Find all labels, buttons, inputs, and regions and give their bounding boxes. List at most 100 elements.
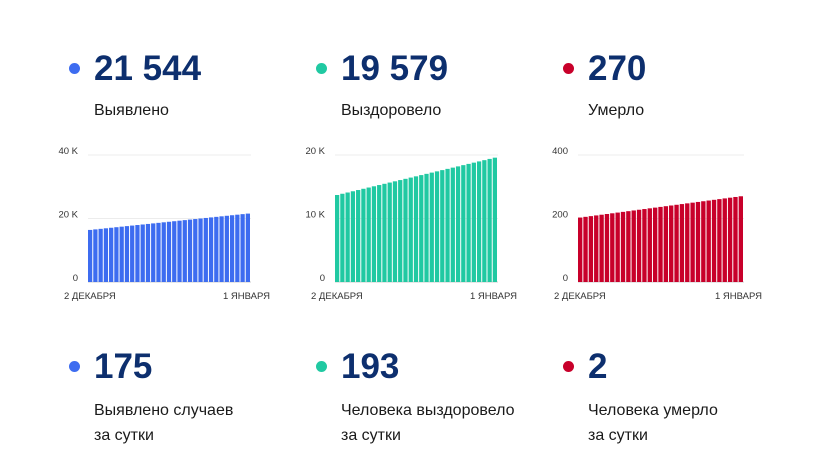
bar	[377, 185, 382, 282]
bar	[722, 198, 727, 282]
bar	[182, 220, 187, 282]
deaths-daily-label-line1: Человека умерло	[588, 402, 718, 419]
x-tick-label: 1 ЯНВАРЯ	[223, 291, 270, 302]
bar	[669, 205, 674, 282]
bar	[461, 165, 466, 282]
bar	[583, 216, 588, 282]
x-tick-label: 2 ДЕКАБРЯ	[311, 291, 363, 302]
bar	[471, 162, 476, 282]
bar	[114, 227, 119, 282]
y-tick-label: 0	[320, 273, 325, 284]
deaths-total-label: Умерло	[588, 102, 645, 119]
bar	[610, 213, 615, 282]
bar	[387, 182, 392, 282]
bar	[229, 215, 235, 282]
bar	[615, 212, 620, 282]
bar	[135, 225, 140, 282]
x-tick-label: 2 ДЕКАБРЯ	[554, 291, 606, 302]
bar	[130, 225, 135, 282]
bar	[717, 199, 722, 282]
bar	[235, 214, 240, 282]
y-tick-label: 20 K	[305, 146, 325, 157]
bar	[727, 197, 733, 282]
bar	[588, 216, 594, 282]
bar	[177, 220, 182, 282]
recovered-daily-value: 193	[341, 347, 400, 386]
bar	[335, 195, 340, 282]
blue-bullet-icon	[69, 63, 80, 74]
bar	[151, 223, 156, 282]
bar	[711, 199, 717, 282]
bar	[193, 219, 198, 282]
bar	[398, 180, 403, 282]
bar	[663, 206, 669, 282]
bar	[604, 214, 610, 282]
bar	[419, 175, 424, 282]
confirmed-daily-value: 175	[94, 347, 153, 386]
bar	[350, 191, 356, 282]
bar	[340, 193, 345, 282]
bar	[140, 224, 145, 282]
bar	[224, 215, 229, 282]
bar	[466, 163, 471, 282]
bar	[482, 160, 487, 282]
bar	[240, 214, 245, 282]
y-tick-label: 0	[73, 273, 78, 284]
bar	[434, 171, 440, 282]
bar	[98, 228, 103, 282]
bar	[219, 216, 224, 282]
bar	[371, 186, 377, 282]
deaths-daily-label-line2: за сутки	[588, 427, 648, 444]
bar	[445, 168, 450, 282]
bar	[733, 196, 738, 282]
bar	[674, 204, 679, 282]
bar	[366, 187, 371, 282]
bar	[345, 192, 350, 282]
y-tick-label: 20 K	[58, 210, 78, 221]
bar	[408, 177, 413, 282]
green-bullet-icon	[316, 63, 327, 74]
recovered-daily-label-line2: за сутки	[341, 427, 401, 444]
deaths-daily-value: 2	[588, 347, 608, 386]
bar	[642, 209, 647, 282]
red-bullet-icon	[563, 361, 574, 372]
recovered-total-label: Выздоровело	[341, 102, 442, 119]
confirmed-daily-label-line1: Выявлено случаев	[94, 402, 234, 419]
bar	[187, 219, 193, 282]
bar	[109, 227, 114, 282]
bar	[647, 208, 652, 282]
bar	[636, 209, 642, 282]
bar	[695, 201, 701, 282]
bar	[652, 207, 658, 282]
bar	[124, 226, 130, 282]
bar	[119, 226, 124, 282]
bar	[413, 176, 419, 282]
bar	[392, 181, 398, 282]
bar	[208, 217, 214, 282]
bar	[450, 167, 455, 282]
bar	[93, 229, 98, 282]
recovered-daily-label-line1: Человека выздоровело	[341, 402, 515, 419]
bar	[429, 172, 434, 282]
bar	[403, 178, 408, 282]
bar	[658, 206, 663, 282]
recovered-total-value: 19 579	[341, 49, 449, 88]
bar	[599, 214, 604, 282]
blue-bullet-icon	[69, 361, 80, 372]
bar	[701, 201, 706, 282]
bar	[738, 196, 743, 282]
bar	[706, 200, 711, 282]
x-tick-label: 1 ЯНВАРЯ	[715, 291, 762, 302]
bar	[161, 222, 166, 282]
bar	[156, 222, 161, 282]
y-tick-label: 10 K	[305, 210, 325, 221]
bar	[476, 161, 482, 282]
bar	[685, 203, 690, 282]
bar	[245, 213, 250, 282]
bar	[424, 173, 429, 282]
bar	[492, 157, 497, 282]
bar	[620, 211, 626, 282]
bar	[214, 216, 219, 282]
y-tick-label: 200	[552, 210, 568, 221]
